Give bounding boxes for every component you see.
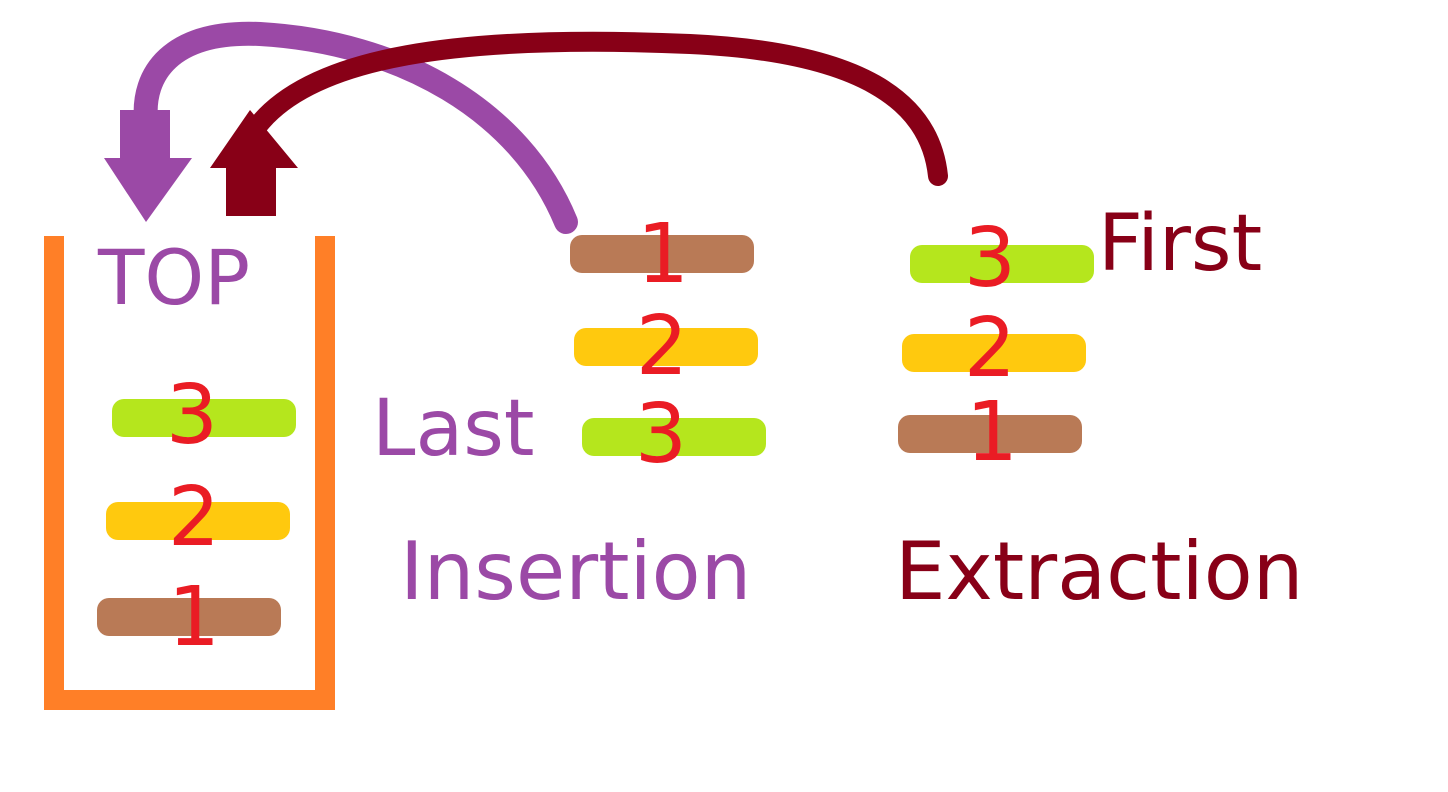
- insertion-item-bar: [570, 235, 754, 273]
- stack-item-number: 2: [167, 470, 221, 565]
- stack-item-bar: [97, 598, 281, 636]
- insertion-item-bar: [582, 418, 766, 456]
- insertion-item-number: 3: [634, 387, 688, 482]
- extraction-arrow-curve-icon: [246, 31, 948, 186]
- extraction-item-bar: [898, 415, 1082, 453]
- extraction-item-number: 3: [963, 211, 1017, 306]
- insertion-arrow-curve-icon: [133, 21, 578, 234]
- last-label: Last: [372, 384, 535, 474]
- insertion-label: Insertion: [400, 525, 752, 618]
- extraction-item-number: 1: [965, 385, 1019, 480]
- stack-item-number: 1: [167, 570, 221, 665]
- extraction-item-number: 2: [963, 301, 1017, 396]
- stack-container: [44, 236, 335, 710]
- first-label: First: [1098, 199, 1263, 289]
- top-label: TOP: [98, 233, 251, 322]
- insertion-item-bar: [574, 328, 758, 366]
- stack-item-bar: [106, 502, 290, 540]
- extraction-item-bar: [910, 245, 1094, 283]
- insertion-arrow-head-icon: [104, 110, 192, 222]
- stack-item-number: 3: [165, 368, 219, 463]
- extraction-arrow-head-icon: [210, 110, 298, 216]
- insertion-item-number: 1: [636, 207, 690, 302]
- extraction-item-bar: [902, 334, 1086, 372]
- extraction-label: Extraction: [895, 525, 1304, 618]
- stack-item-bar: [112, 399, 296, 437]
- insertion-item-number: 2: [635, 299, 689, 394]
